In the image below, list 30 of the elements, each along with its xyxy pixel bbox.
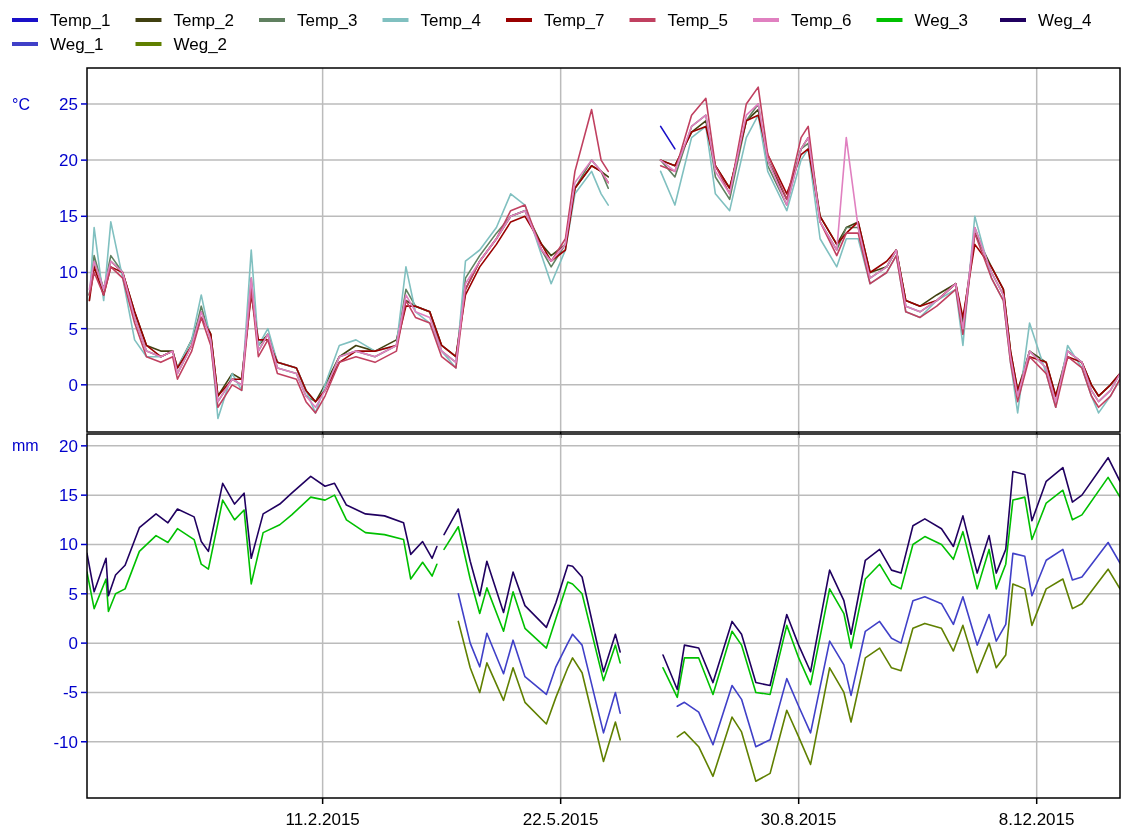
x-tick-label: 30.8.2015 [760,810,837,829]
y-tick-label: 5 [68,319,78,339]
y-tick-label: 10 [59,263,78,283]
legend-label: Temp_4 [420,11,481,30]
legend-label: Temp_2 [173,11,234,30]
y-tick-label: 10 [59,535,78,555]
legend-label: Temp_5 [667,11,728,30]
y-tick-label: -5 [62,683,78,703]
legend-label: Weg_4 [1038,11,1092,30]
x-tick-label: 22.5.2015 [522,810,599,829]
y-tick-label: 25 [59,94,78,114]
y-tick-label: -10 [53,732,78,752]
legend-label: Weg_1 [50,35,104,54]
y-tick-label: 15 [59,486,78,506]
legend-label: Temp_3 [297,11,358,30]
y-tick-label: 20 [59,436,78,456]
legend-label: Temp_7 [544,11,605,30]
x-tick-label: 11.2.2015 [285,810,360,829]
y-tick-label: 5 [68,584,78,604]
legend-label: Weg_2 [173,35,228,54]
y-tick-label: 0 [68,375,78,395]
x-tick-label: 8.12.2015 [998,810,1075,829]
y-axis-title: °C [12,95,30,113]
y-tick-label: 15 [59,207,78,227]
legend-label: Weg_3 [914,11,969,30]
y-tick-label: 20 [59,151,78,171]
y-axis-title: mm [12,437,39,455]
y-tick-label: 0 [68,634,78,654]
legend-label: Temp_1 [50,11,111,30]
legend-label: Temp_6 [791,11,852,30]
